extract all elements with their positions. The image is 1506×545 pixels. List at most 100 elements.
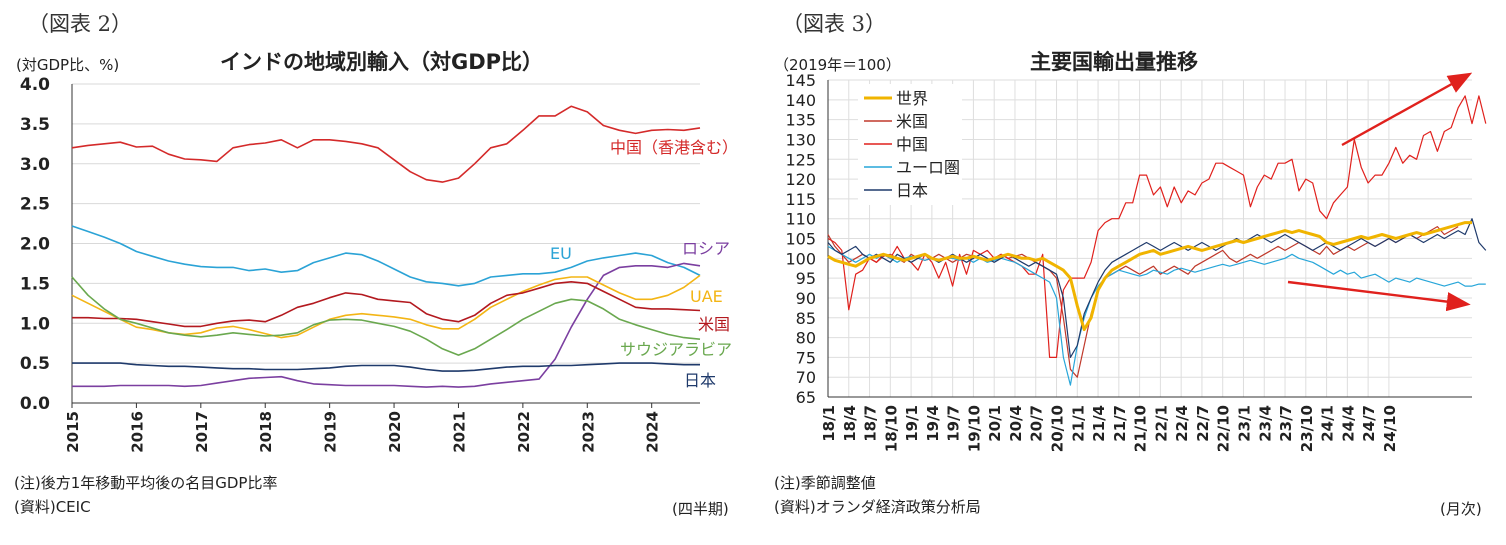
- series-label: サウジアラビア: [620, 340, 732, 359]
- y-tick-label: 125: [785, 150, 816, 169]
- y-tick-label: 65: [796, 388, 816, 407]
- series-line: [827, 226, 1459, 378]
- x-tick-label: 2023: [579, 411, 597, 453]
- y-tick-label: 4.0: [20, 75, 50, 95]
- legend-label: ユーロ圏: [896, 158, 960, 177]
- y-tick-label: 90: [796, 289, 816, 308]
- y-unit-label: (対GDP比、%): [16, 56, 120, 74]
- y-tick-label: 95: [796, 269, 816, 288]
- x-tick-label: 21/10: [1132, 405, 1150, 452]
- series-label: 日本: [684, 371, 716, 390]
- x-tick-label: 2015: [64, 411, 82, 453]
- series-label: 中国（香港含む）: [610, 138, 738, 157]
- chart-panel-india-imports: （図表 2） インドの地域別輸入（対GDP比） (対GDP比、%) 0.0 0.5…: [0, 0, 750, 545]
- series-line: [71, 274, 701, 339]
- x-tick-label: 19/10: [965, 405, 983, 452]
- x-tick-label: 23/7: [1277, 405, 1295, 442]
- series-label: 米国: [698, 315, 730, 334]
- x-tick-label: 19/7: [945, 405, 963, 442]
- legend-label: 日本: [896, 181, 928, 200]
- x-tick-label: 18/1: [820, 405, 838, 442]
- y-unit-label: （2019年＝100）: [774, 56, 901, 74]
- legend-label: 中国: [896, 135, 928, 154]
- x-tick-label: 18/7: [862, 405, 880, 442]
- x-tick-label: 18/10: [882, 405, 900, 452]
- series-line: [827, 245, 1486, 386]
- y-tick-label: 145: [785, 71, 816, 90]
- series-line: [71, 276, 701, 356]
- trend-up-arrow: [1341, 72, 1473, 147]
- x-tick-label: 21/1: [1069, 405, 1087, 442]
- chart-title: インドの地域別輸入（対GDP比）: [220, 50, 544, 74]
- chart-note: (注)季節調整値: [774, 474, 876, 492]
- x-tick-label: 2024: [644, 411, 662, 453]
- y-tick-label: 3.5: [20, 115, 50, 135]
- x-tick-label: 2016: [128, 411, 146, 453]
- x-tick-label: 24/1: [1319, 405, 1337, 442]
- series-line: [827, 221, 1472, 332]
- figure-label: （図表 2）: [28, 12, 133, 36]
- x-tick-label: 21/4: [1090, 405, 1108, 442]
- y-tick-label: 70: [796, 368, 816, 387]
- x-tick-label: 22/10: [1215, 405, 1233, 452]
- series-label: EU: [550, 244, 572, 263]
- trend-down-arrow: [1287, 280, 1471, 312]
- x-tick-label: 23/10: [1298, 405, 1316, 452]
- chart-title: 主要国輸出量推移: [1030, 50, 1198, 74]
- x-tick-label: 24/10: [1381, 405, 1399, 452]
- x-tick-label: 24/4: [1339, 405, 1357, 442]
- x-tick-label: 23/4: [1256, 405, 1274, 442]
- y-tick-label: 2.5: [20, 195, 50, 215]
- series-line: [827, 218, 1487, 358]
- series-line: [827, 95, 1487, 358]
- x-tick-label: 20/4: [1007, 405, 1025, 442]
- y-tick-label: 115: [785, 190, 816, 209]
- series-line: [72, 280, 701, 328]
- x-tick-label: 2019: [322, 411, 340, 453]
- x-tick-label: 22/4: [1173, 405, 1191, 442]
- series-line: [72, 362, 700, 372]
- x-tick-label: 2018: [257, 411, 275, 453]
- x-tick-label: 21/7: [1111, 405, 1129, 442]
- y-tick-label: 80: [796, 329, 816, 348]
- export-volume-line-chart: 6570758085909510010511011512012513013514…: [785, 71, 1487, 452]
- legend-label: 米国: [896, 112, 928, 131]
- y-tick-label: 0.5: [20, 354, 50, 374]
- figure-label: （図表 3）: [782, 12, 887, 36]
- chart-source: (資料)オランダ経済政策分析局: [774, 498, 981, 516]
- x-tick-label: 2022: [515, 411, 533, 453]
- series-label: ロシア: [682, 239, 730, 258]
- y-tick-label: 75: [796, 348, 816, 367]
- chart-source: (資料)CEIC: [14, 498, 91, 516]
- y-tick-label: 85: [796, 309, 816, 328]
- y-tick-label: 105: [785, 230, 816, 249]
- y-tick-label: 3.0: [20, 155, 50, 175]
- legend-label: 世界: [896, 89, 928, 108]
- chart-note: (注)後方1年移動平均後の名目GDP比率: [14, 474, 278, 492]
- x-tick-label: 2017: [193, 411, 211, 453]
- x-tick-label: 19/1: [903, 405, 921, 442]
- x-tick-label: 19/4: [924, 405, 942, 442]
- x-tick-label: 20/10: [1049, 405, 1067, 452]
- y-tick-label: 110: [785, 210, 816, 229]
- x-tick-label: 2020: [386, 411, 404, 453]
- frequency-label: (四半期): [672, 500, 729, 518]
- y-tick-label: 120: [785, 170, 816, 189]
- y-tick-label: 100: [785, 249, 816, 268]
- y-tick-label: 2.0: [20, 235, 50, 255]
- y-tick-label: 140: [785, 91, 816, 110]
- series-line: [71, 225, 701, 287]
- x-tick-label: 22/1: [1152, 405, 1170, 442]
- x-tick-label: 20/1: [986, 405, 1004, 442]
- x-tick-label: 23/1: [1235, 405, 1253, 442]
- series-line: [71, 105, 701, 183]
- x-tick-label: 24/7: [1360, 405, 1378, 442]
- x-tick-label: 18/4: [841, 405, 859, 442]
- frequency-label: (月次): [1440, 500, 1482, 518]
- x-tick-label: 2021: [450, 411, 468, 453]
- india-imports-line-chart: 0.0 0.5 1.0 1.5 2.0 2.5 3.0 3.5 4.0 2015 2016 2017 2…: [20, 75, 738, 453]
- y-tick-label: 1.5: [20, 274, 50, 294]
- y-tick-label: 1.0: [20, 314, 50, 334]
- x-tick-label: 22/7: [1194, 405, 1212, 442]
- chart-panel-export-volume: （図表 3） 主要国輸出量推移 （2019年＝100） 65 70 75 80 85 90…: [760, 0, 1506, 545]
